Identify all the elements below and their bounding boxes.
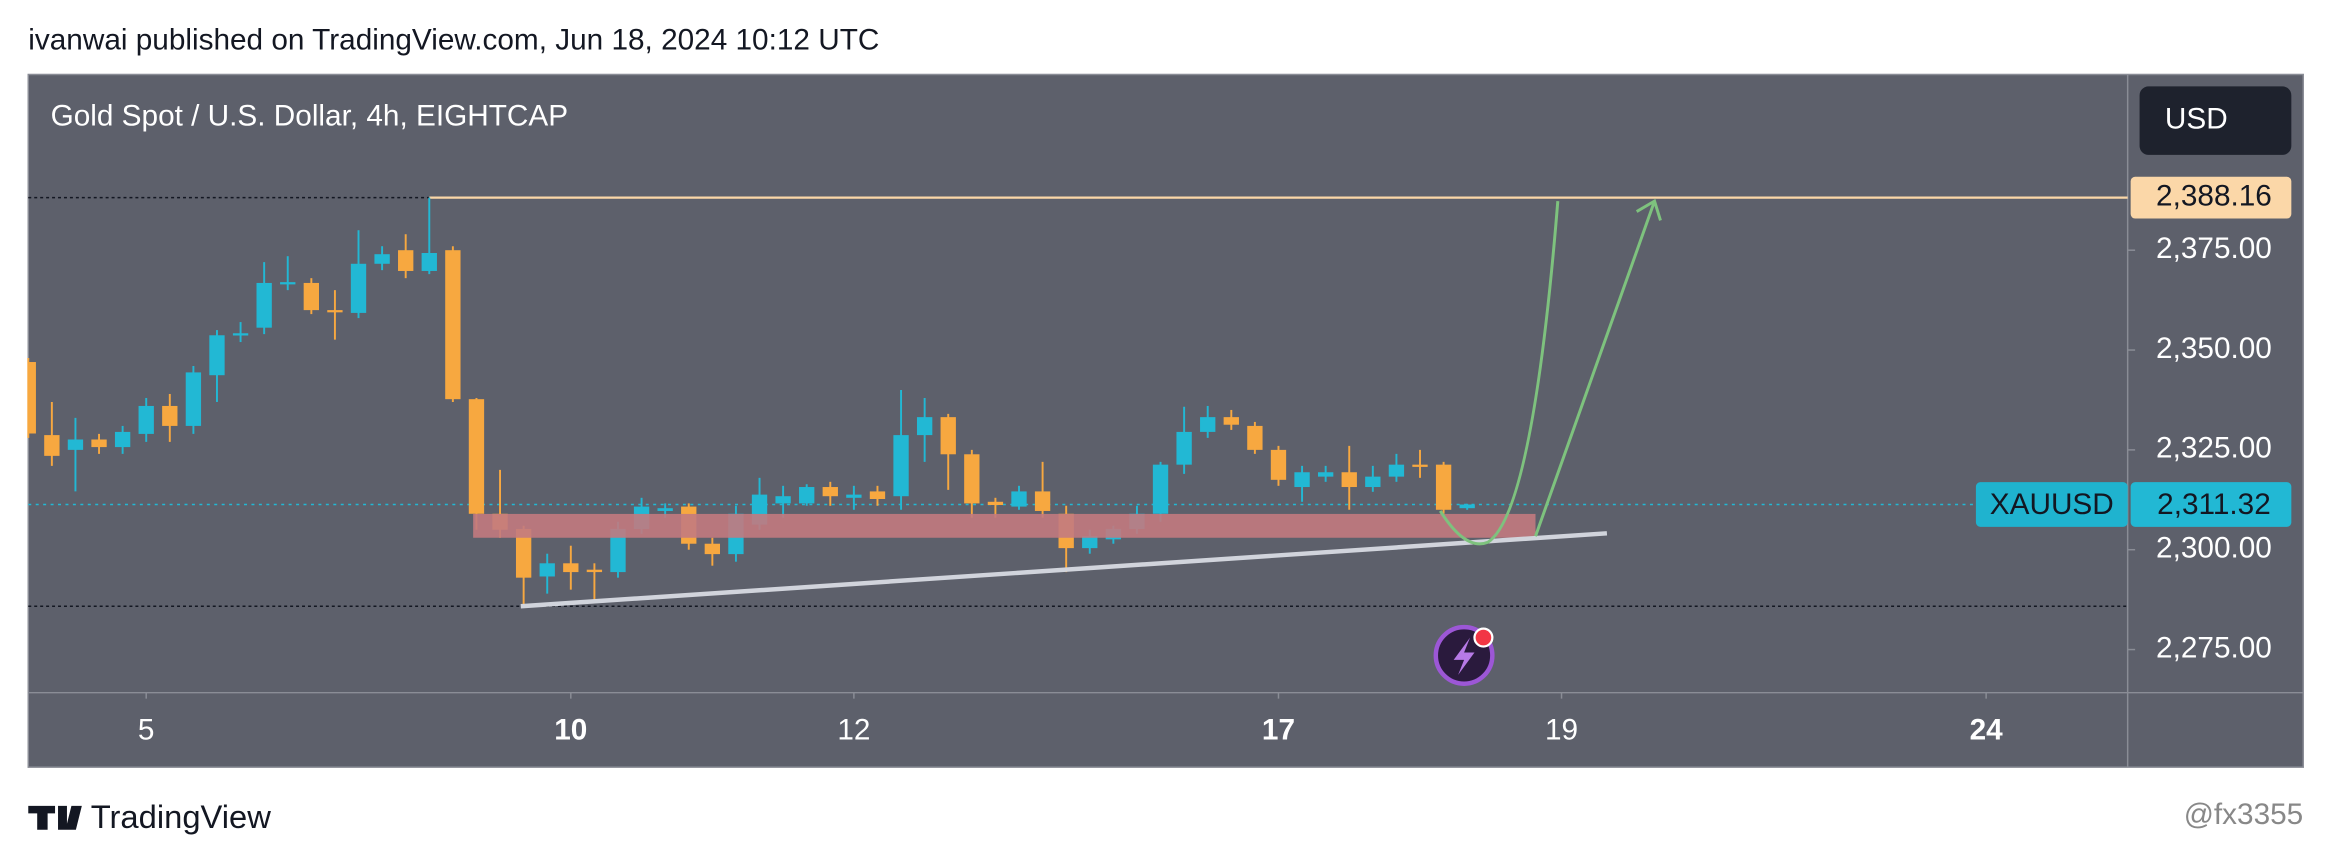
demand-zone [473, 513, 1536, 538]
x-tick-label: 12 [837, 713, 870, 746]
tradingview-logo [28, 805, 82, 830]
candle-body [610, 528, 626, 573]
candle-body [1294, 472, 1310, 488]
high-price-label: 2,388.16 [2156, 179, 2272, 212]
publish-header: ivanwai published on TradingView.com, Ju… [28, 24, 879, 57]
candle-body [1459, 504, 1475, 509]
watermark: @fx3355 [2184, 798, 2304, 831]
candle-body [303, 282, 320, 311]
y-tick-label: 2,375.00 [2156, 232, 2272, 265]
candle-body [445, 250, 461, 400]
candle-body [987, 501, 1004, 505]
y-tick-label: 2,300.00 [2156, 532, 2272, 565]
candle-body [1365, 476, 1381, 488]
candle-body [1317, 472, 1334, 477]
x-tick-label: 19 [1545, 713, 1578, 746]
candle-body [869, 491, 886, 500]
candle-body [209, 335, 225, 376]
x-tick-label: 10 [554, 713, 587, 746]
candle-body [1247, 425, 1263, 450]
candle-body [1082, 536, 1098, 549]
y-tick-label: 2,325.00 [2156, 432, 2272, 465]
candle-body [28, 362, 36, 434]
candle-body [1223, 417, 1239, 425]
candle-body [280, 282, 296, 285]
candle-body [846, 494, 862, 498]
x-tick-label: 17 [1262, 713, 1295, 746]
candle-body [893, 435, 909, 497]
candle-body [67, 439, 84, 450]
candle-body [162, 405, 178, 426]
last-price-badge [2130, 482, 2292, 527]
candle-body [1412, 464, 1428, 467]
candle-body [515, 528, 532, 578]
candle-body [138, 405, 154, 434]
candle-body [657, 508, 673, 511]
candle-body [563, 563, 579, 573]
candle-body [374, 254, 390, 264]
projection-arrow [1534, 198, 1662, 537]
candle-body [799, 487, 815, 504]
candle-body [1341, 472, 1357, 488]
candle-body [421, 252, 437, 271]
candle-body [964, 454, 980, 504]
high-price-badge [2130, 176, 2292, 219]
trend-line [520, 531, 1608, 609]
currency-button[interactable] [2139, 86, 2292, 155]
candle-body [468, 399, 485, 514]
candle-body [327, 310, 343, 313]
x-tick-label: 24 [1970, 713, 2004, 746]
candle-body [539, 563, 555, 577]
candle-body [586, 569, 603, 573]
chart-frame [27, 73, 2304, 768]
candle-body [704, 543, 721, 555]
projection-curve [1439, 200, 1560, 546]
candle-body [1011, 491, 1027, 507]
candle-body [350, 263, 367, 313]
candle-body [822, 487, 838, 497]
plot-layer [27, 196, 2128, 609]
candle-body [1152, 464, 1169, 514]
candle-body [1270, 449, 1287, 480]
event-dot [1473, 627, 1494, 648]
currency-label: USD [2165, 103, 2228, 136]
symbol-label: XAUUSD [1990, 488, 2114, 521]
last-price-label: 2,311.32 [2157, 488, 2271, 521]
x-tick-label: 5 [138, 713, 155, 746]
candle-body [256, 282, 272, 328]
y-tick-label: 2,350.00 [2156, 332, 2272, 365]
candle-body [1388, 464, 1405, 477]
candle-body [185, 372, 202, 426]
candle-body [398, 250, 414, 271]
candle-body [1176, 431, 1192, 465]
symbol-badge [1975, 482, 2128, 527]
brand-name: TradingView [91, 798, 271, 835]
lightning-glyph [1453, 637, 1475, 675]
candle-body [775, 496, 791, 504]
candle-body [44, 435, 60, 456]
chart-title: Gold Spot / U.S. Dollar, 4h, EIGHTCAP [51, 100, 568, 133]
candle-body [114, 431, 131, 448]
candle-body [940, 417, 956, 455]
candle-body [1435, 464, 1452, 510]
candle-body [916, 417, 933, 436]
candle-body [91, 439, 107, 448]
candle-body [1034, 491, 1051, 511]
y-tick-label: 2,275.00 [2156, 631, 2272, 664]
candle-body [1200, 417, 1216, 432]
candle-body [232, 333, 249, 336]
